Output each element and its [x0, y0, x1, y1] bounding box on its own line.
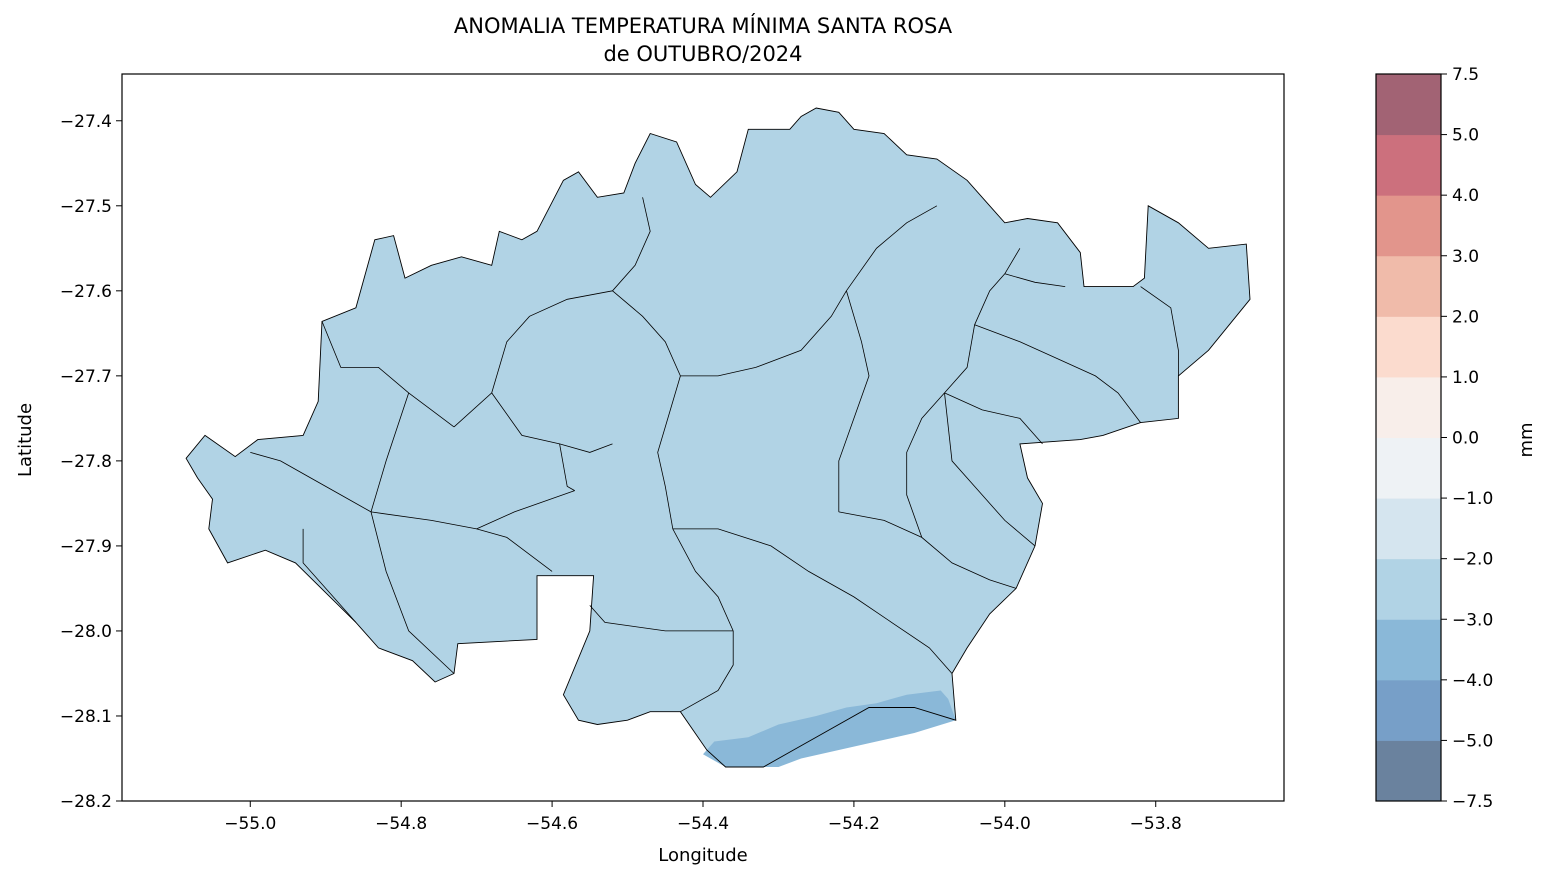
- x-tick-label: −54.4: [677, 814, 729, 834]
- region-outline: [185, 107, 1251, 768]
- colorbar-tick-label: −1.0: [1452, 489, 1493, 509]
- municipal-border: [680, 630, 734, 713]
- colorbar-swatch: [1376, 619, 1441, 681]
- municipal-border: [612, 197, 651, 292]
- x-tick-label: −54.0: [979, 814, 1031, 834]
- y-tick-label: −27.9: [60, 537, 112, 557]
- colorbar-tick-label: −5.0: [1452, 731, 1493, 751]
- map-axes: −55.0 −54.8 −54.6 −54.4 −54.2 −54.0 −53.8 −27.4…: [60, 73, 1285, 834]
- municipal-border: [302, 528, 357, 623]
- colorbar-label: mm: [1516, 422, 1537, 457]
- municipal-border: [672, 528, 953, 674]
- municipal-border: [589, 605, 734, 632]
- colorbar-swatch: [1376, 498, 1441, 560]
- y-tick-label: −27.5: [60, 197, 112, 217]
- colorbar-swatch: [1376, 558, 1441, 620]
- y-tick-label: −27.8: [60, 452, 112, 472]
- colorbar-swatch: [1376, 376, 1441, 438]
- municipal-border: [250, 452, 372, 513]
- colorbar-swatch: [1376, 740, 1441, 802]
- y-tick-label: −28.0: [60, 622, 112, 642]
- y-tick-label: −27.7: [60, 367, 112, 387]
- colorbar-swatch: [1376, 255, 1441, 317]
- municipal-border: [370, 392, 455, 674]
- colorbar: −7.5 −5.0 −4.0 −3.0 −2.0 −1.0 0.0 1.0 2.0 3.0 4.0 5…: [1375, 65, 1493, 812]
- municipal-border: [559, 443, 575, 491]
- colorbar-tick-label: 1.0: [1452, 368, 1479, 388]
- municipal-border: [846, 205, 938, 292]
- municipal-border: [906, 392, 945, 538]
- municipal-border: [944, 248, 1021, 394]
- y-tick-label: −28.1: [60, 707, 112, 727]
- x-axis-label: Longitude: [658, 845, 748, 866]
- x-tick-label: −54.6: [526, 814, 578, 834]
- municipal-border: [944, 392, 1036, 547]
- x-tick-label: −54.8: [375, 814, 427, 834]
- colorbar-tick-label: −2.0: [1452, 550, 1493, 570]
- colorbar-tick-label: 0.0: [1452, 429, 1479, 449]
- colorbar-tick-label: 4.0: [1452, 186, 1479, 206]
- chart-subtitle: de OUTUBRO/2024: [603, 42, 802, 66]
- colorbar-swatch: [1376, 679, 1441, 741]
- colorbar-swatch: [1376, 316, 1441, 378]
- municipal-border: [838, 290, 870, 512]
- colorbar-tick-label: −3.0: [1452, 610, 1493, 630]
- colorbar-tick-label: −7.5: [1452, 792, 1493, 812]
- municipal-border: [476, 490, 575, 530]
- colorbar-tick-label: 3.0: [1452, 247, 1479, 267]
- x-tick-label: −54.2: [828, 814, 880, 834]
- colorbar-swatch: [1376, 437, 1441, 499]
- colorbar-swatch: [1376, 195, 1441, 257]
- colorbar-swatch: [1376, 134, 1441, 196]
- chart-title: ANOMALIA TEMPERATURA MÍNIMA SANTA ROSA: [454, 13, 953, 38]
- colorbar-tick-label: 2.0: [1452, 307, 1479, 327]
- municipal-border: [321, 321, 455, 428]
- municipal-border: [838, 511, 1017, 589]
- municipal-border: [453, 290, 613, 428]
- municipal-border: [944, 392, 1043, 445]
- y-tick-label: −27.6: [60, 282, 112, 302]
- colorbar-tick-label: −4.0: [1452, 671, 1493, 691]
- map-area: [185, 107, 1251, 768]
- x-tick-label: −53.8: [1130, 814, 1182, 834]
- municipal-border: [680, 290, 847, 377]
- y-tick-label: −27.4: [60, 112, 112, 132]
- municipal-border: [612, 290, 681, 377]
- municipal-border: [1004, 273, 1066, 287]
- municipal-border: [657, 375, 734, 632]
- x-tick-label: −55.0: [224, 814, 276, 834]
- colorbar-swatch: [1376, 74, 1441, 136]
- anomaly-field-southern-band: [703, 690, 956, 767]
- anomaly-field-region: [186, 108, 1251, 767]
- colorbar-tick-label: 5.0: [1452, 126, 1479, 146]
- colorbar-tick-label: 7.5: [1452, 65, 1479, 85]
- y-tick-label: −28.2: [60, 792, 112, 812]
- municipal-border: [1140, 286, 1179, 376]
- y-axis-label: Latitude: [15, 403, 36, 477]
- municipal-border: [974, 324, 1141, 423]
